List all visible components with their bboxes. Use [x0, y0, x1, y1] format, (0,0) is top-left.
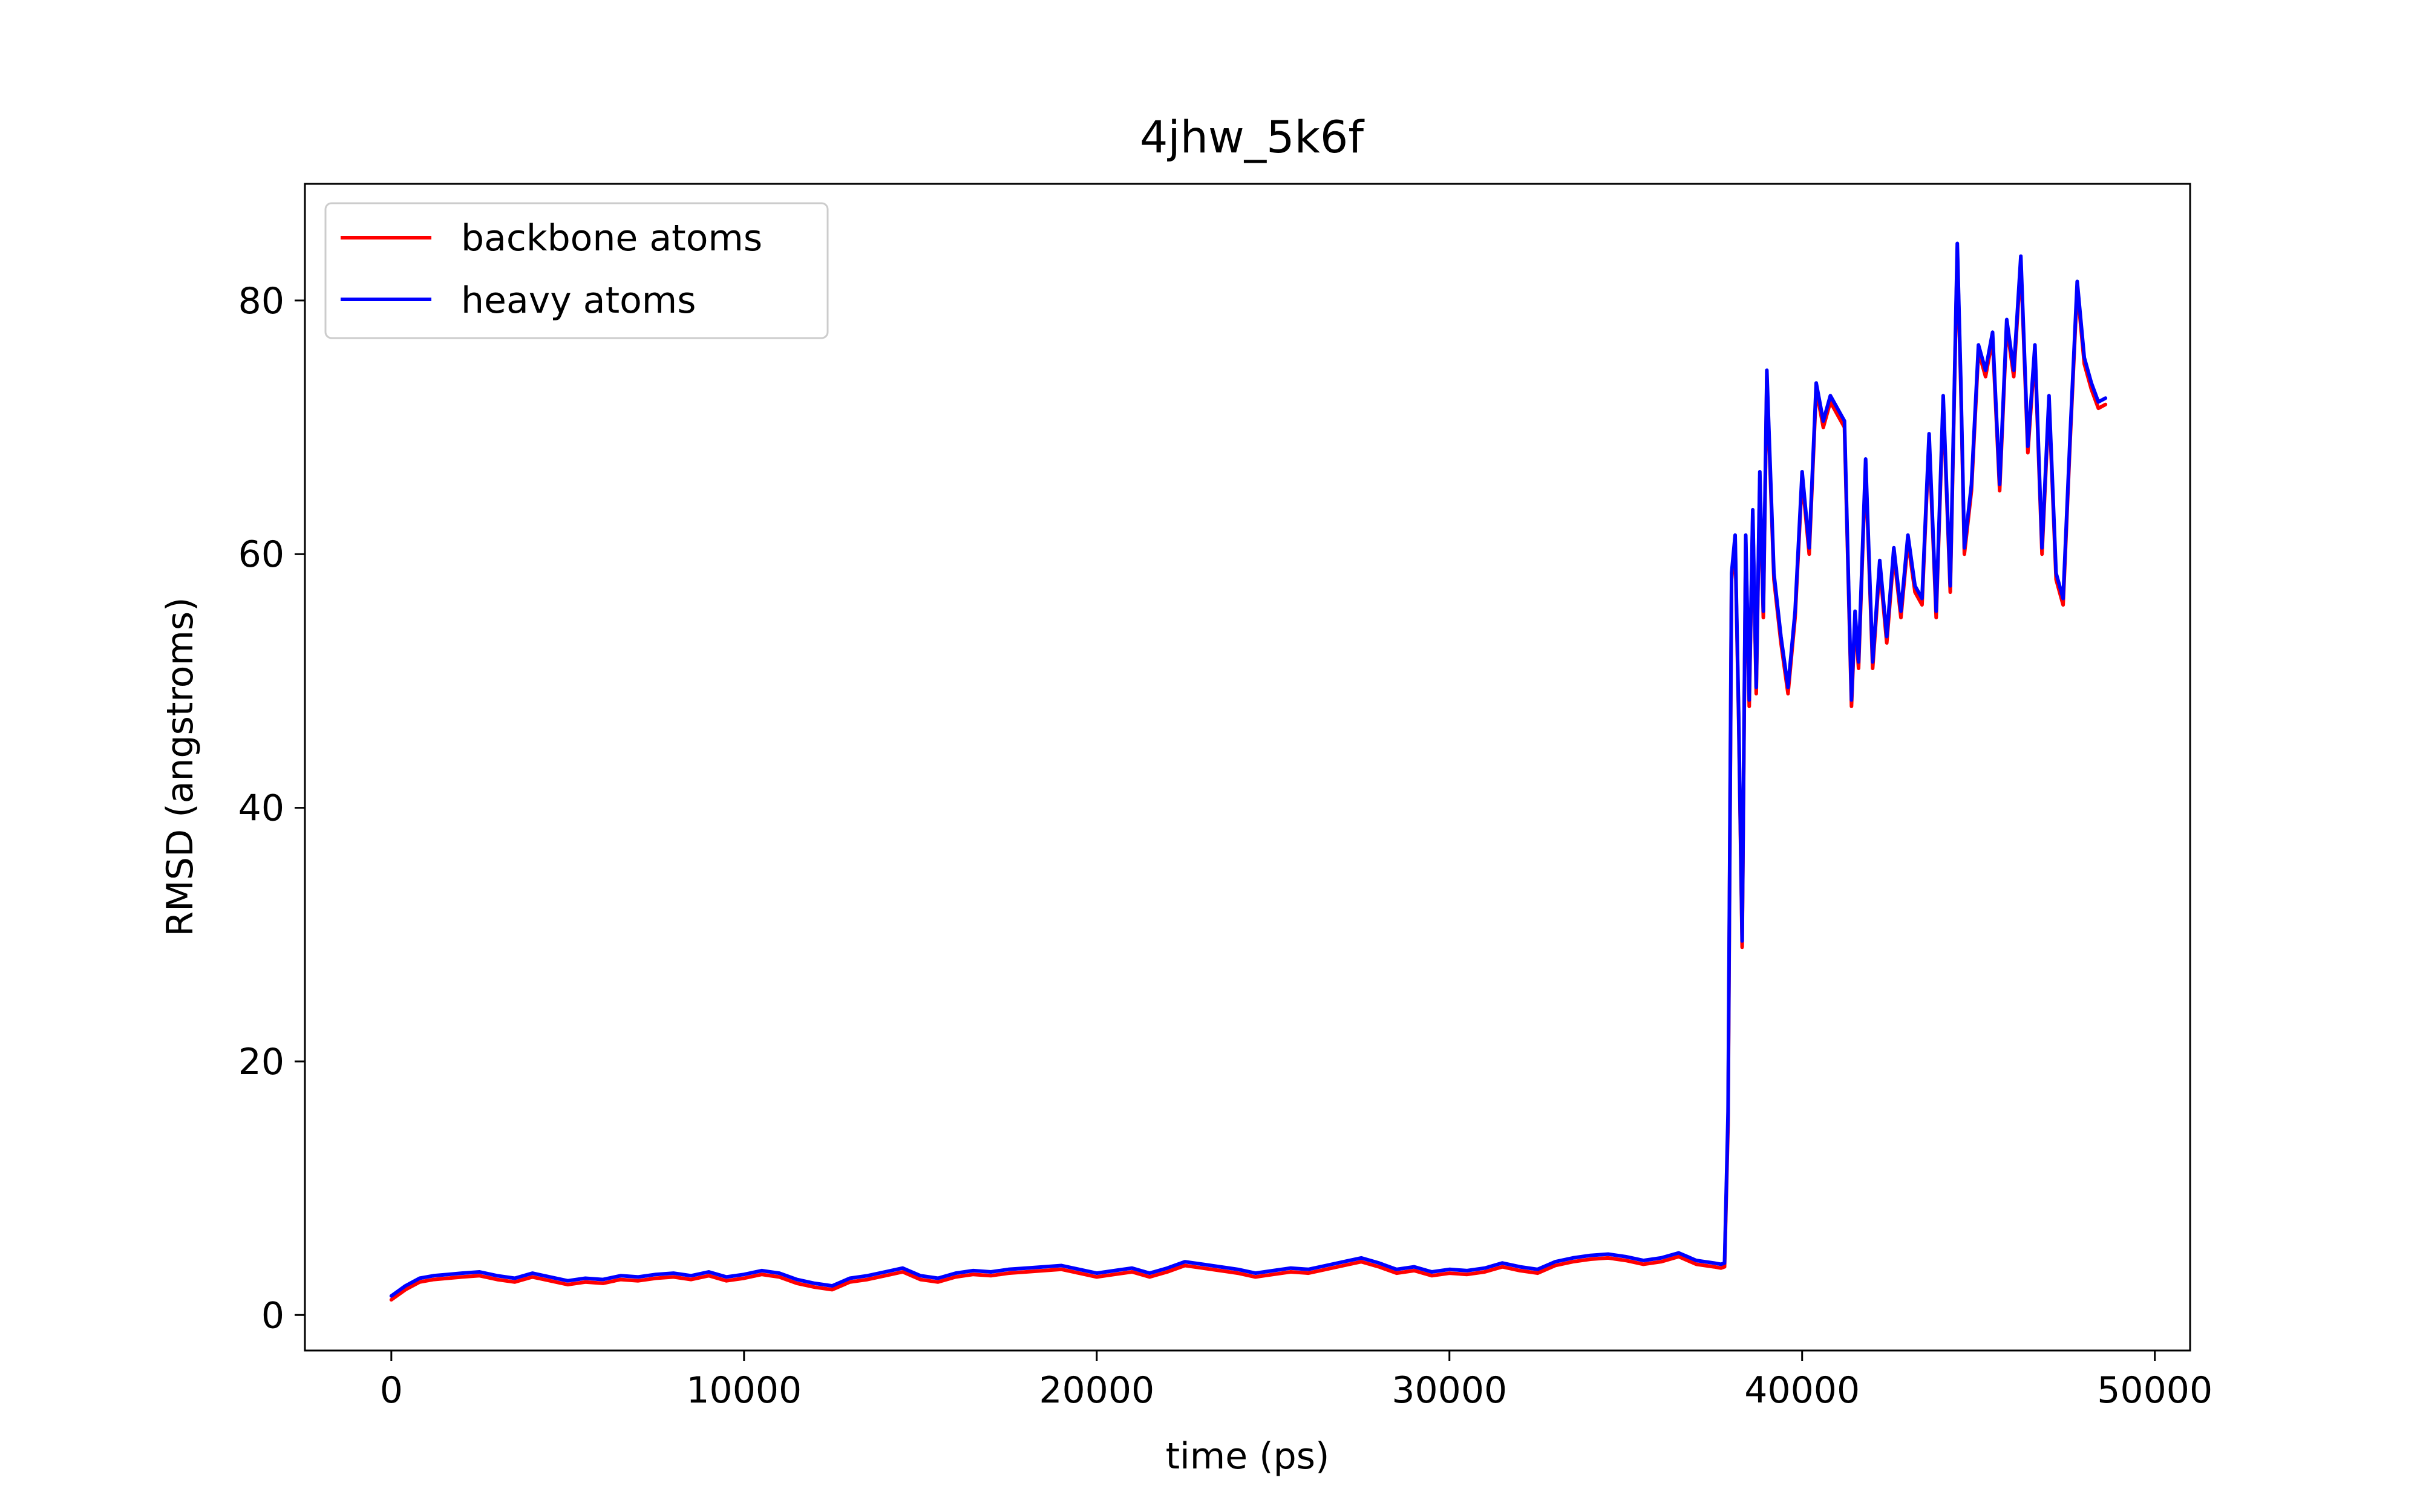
y-axis-label: RMSD (angstroms): [159, 597, 201, 936]
legend-label-backbone-atoms: backbone atoms: [461, 217, 762, 259]
x-tick-label: 30000: [1392, 1369, 1507, 1412]
legend: backbone atoms heavy atoms: [324, 202, 829, 339]
legend-label-heavy-atoms: heavy atoms: [461, 279, 696, 322]
y-tick-label: 0: [261, 1294, 284, 1337]
legend-box: [324, 202, 829, 339]
x-tick-label: 0: [380, 1369, 403, 1412]
x-tick-label: 20000: [1039, 1369, 1154, 1412]
chart-title: 4jhw_5k6f: [1140, 112, 1365, 163]
axis-ticks: 0 10000 20000 30000 40000 50000 0 20 40 60 80: [238, 280, 2212, 1412]
x-tick-label: 40000: [1744, 1369, 1860, 1412]
x-tick-label: 50000: [2097, 1369, 2212, 1412]
x-tick-label: 10000: [686, 1369, 802, 1412]
x-axis-label: time (ps): [1166, 1435, 1330, 1478]
y-tick-label: 80: [238, 280, 284, 322]
plot-area: [389, 241, 2108, 1302]
y-tick-label: 40: [238, 787, 284, 830]
series-line-heavy-atoms: [389, 241, 2108, 1298]
plot-frame: [304, 183, 2191, 1352]
y-tick-label: 60: [238, 533, 284, 576]
y-tick-label: 20: [238, 1041, 284, 1083]
